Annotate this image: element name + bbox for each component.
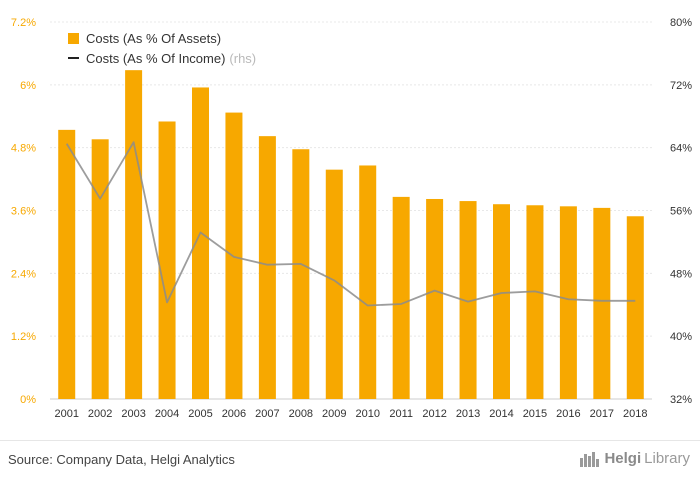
legend-line-label: Costs (As % Of Income) bbox=[86, 50, 226, 66]
x-tick-label: 2003 bbox=[121, 408, 145, 420]
x-tick-label: 2014 bbox=[489, 408, 513, 420]
bar[interactable] bbox=[258, 136, 276, 399]
bar[interactable] bbox=[58, 129, 76, 399]
brand-bold: Helgi bbox=[604, 450, 642, 467]
x-tick-label: 2015 bbox=[523, 408, 547, 420]
bar[interactable] bbox=[359, 165, 377, 399]
x-axis: 2001 2002 2003 2004 2005 2006 2007 2008 2009 2010… bbox=[54, 408, 647, 420]
bar[interactable] bbox=[125, 70, 143, 399]
income-line[interactable] bbox=[65, 141, 636, 307]
right-tick-label: 64% bbox=[670, 143, 692, 155]
left-tick-label: 0% bbox=[20, 394, 36, 406]
bar[interactable] bbox=[459, 201, 477, 399]
x-tick-label: 2009 bbox=[322, 408, 346, 420]
bar[interactable] bbox=[426, 198, 444, 399]
right-tick-label: 56% bbox=[670, 206, 692, 218]
legend: Costs (As % Of Assets) Costs (As % Of In… bbox=[68, 28, 256, 68]
source-note: Source: Company Data, Helgi Analytics bbox=[8, 452, 235, 467]
x-tick-label: 2010 bbox=[355, 408, 379, 420]
left-tick-label: 6% bbox=[20, 80, 36, 92]
bar[interactable] bbox=[526, 205, 544, 399]
left-axis: 0% 1.2% 2.4% 3.6% 4.8% 6% 7.2% bbox=[11, 17, 36, 406]
right-tick-label: 32% bbox=[670, 394, 692, 406]
x-tick-label: 2017 bbox=[590, 408, 614, 420]
x-tick-label: 2008 bbox=[289, 408, 313, 420]
bar[interactable] bbox=[493, 204, 510, 399]
right-axis: 32% 40% 48% 56% 64% 72% 80% bbox=[670, 17, 692, 406]
x-tick-label: 2013 bbox=[456, 408, 480, 420]
chart: 0% 1.2% 2.4% 3.6% 4.8% 6% 7.2% 32% 40% 48% 56% 64%… bbox=[11, 17, 692, 420]
grid-lines bbox=[50, 21, 652, 400]
bar[interactable] bbox=[325, 169, 343, 399]
bar[interactable] bbox=[292, 149, 310, 399]
bar[interactable] bbox=[192, 87, 209, 399]
city-icon bbox=[580, 451, 600, 467]
legend-bar-swatch bbox=[68, 32, 79, 44]
bar[interactable] bbox=[392, 196, 410, 399]
brand-logo[interactable]: Helgi Library bbox=[579, 450, 690, 467]
x-tick-label: 2006 bbox=[222, 408, 246, 420]
right-tick-label: 80% bbox=[670, 17, 692, 29]
bar-series bbox=[58, 70, 644, 400]
right-tick-label: 72% bbox=[670, 80, 692, 92]
legend-bar-label: Costs (As % Of Assets) bbox=[86, 30, 222, 46]
x-tick-label: 2018 bbox=[623, 408, 647, 420]
bar[interactable] bbox=[626, 216, 644, 399]
left-tick-label: 7.2% bbox=[11, 17, 36, 29]
bar[interactable] bbox=[91, 139, 109, 400]
x-tick-label: 2007 bbox=[255, 408, 279, 420]
left-tick-label: 2.4% bbox=[11, 268, 36, 280]
left-tick-label: 3.6% bbox=[11, 206, 36, 218]
x-tick-label: 2016 bbox=[556, 408, 580, 420]
left-tick-label: 4.8% bbox=[11, 143, 36, 155]
bar[interactable] bbox=[559, 206, 577, 399]
bar[interactable] bbox=[593, 207, 611, 399]
legend-line-swatch bbox=[68, 57, 79, 59]
line-series bbox=[65, 141, 636, 307]
legend-item-bars[interactable]: Costs (As % Of Assets) bbox=[68, 28, 256, 48]
x-tick-label: 2002 bbox=[88, 408, 112, 420]
x-tick-label: 2004 bbox=[155, 408, 179, 420]
right-tick-label: 48% bbox=[670, 268, 692, 280]
right-tick-label: 40% bbox=[670, 331, 692, 343]
x-tick-label: 2012 bbox=[422, 408, 446, 420]
left-tick-label: 1.2% bbox=[11, 331, 36, 343]
x-tick-label: 2011 bbox=[389, 408, 413, 420]
legend-item-line[interactable]: Costs (As % Of Income) (rhs) bbox=[68, 48, 256, 68]
bar[interactable] bbox=[158, 121, 176, 399]
footer: Source: Company Data, Helgi Analytics He… bbox=[0, 440, 700, 484]
x-tick-label: 2005 bbox=[188, 408, 212, 420]
legend-rhs-note: (rhs) bbox=[229, 50, 257, 66]
brand-regular: Library bbox=[644, 450, 690, 467]
x-tick-label: 2001 bbox=[54, 408, 78, 420]
